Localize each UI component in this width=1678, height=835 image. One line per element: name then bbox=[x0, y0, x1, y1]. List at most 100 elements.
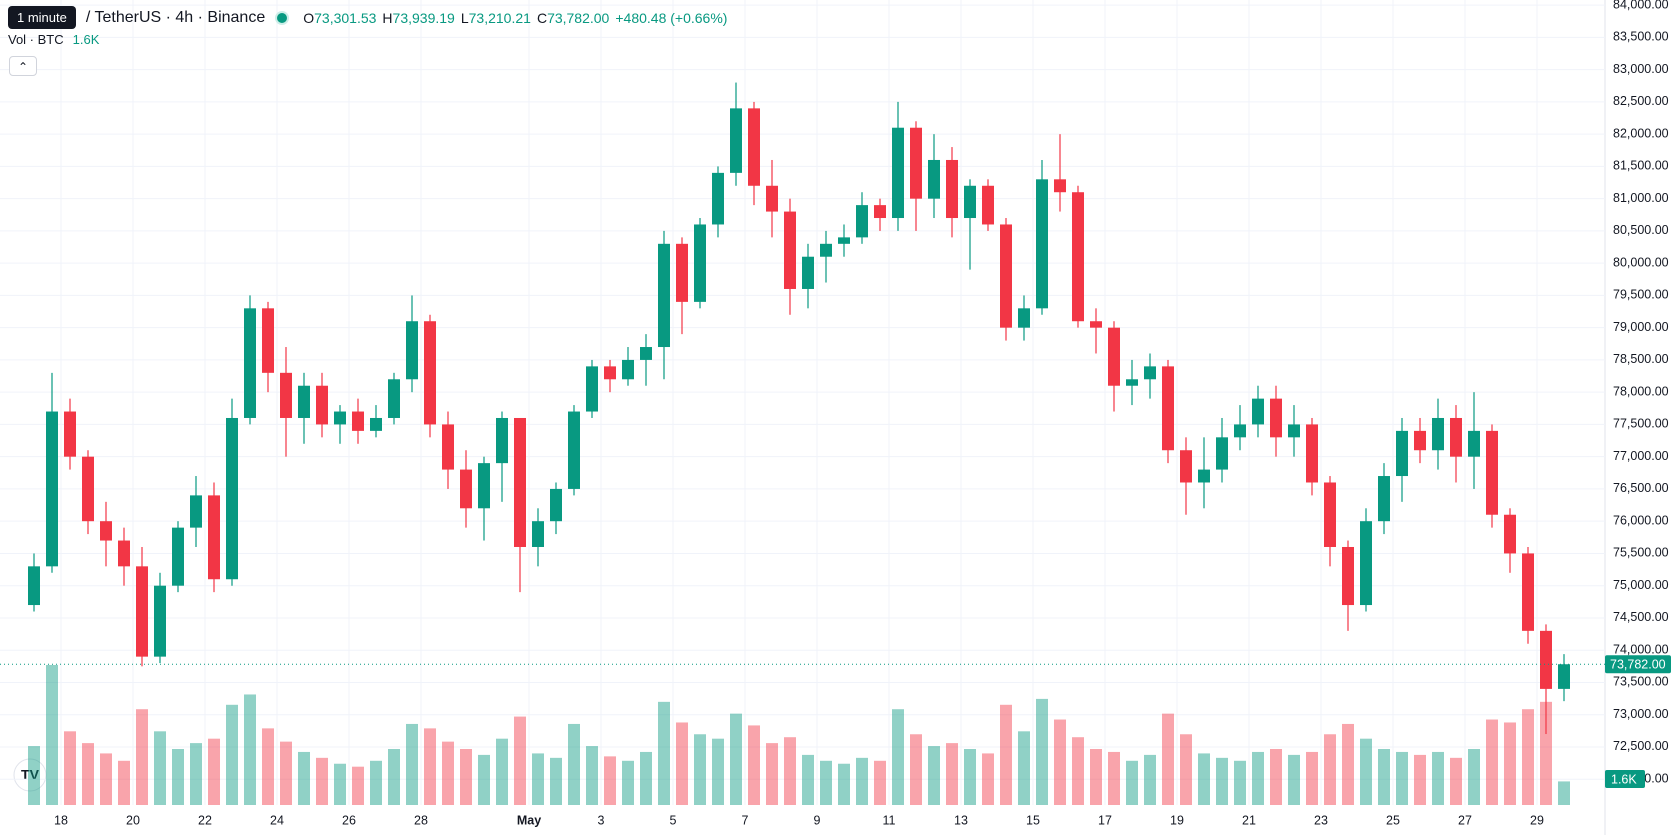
volume-bar bbox=[1288, 754, 1300, 805]
volume-bar bbox=[370, 760, 382, 805]
volume-label-box bbox=[1605, 770, 1645, 788]
collapse-button[interactable]: ⌃ bbox=[9, 56, 37, 76]
volume-bar bbox=[1324, 734, 1336, 805]
volume-bar bbox=[1198, 753, 1210, 805]
y-tick-label: 79,500.00 bbox=[1613, 288, 1669, 302]
volume-bar bbox=[1234, 760, 1246, 805]
candle-body bbox=[226, 417, 238, 580]
volume-bar bbox=[442, 741, 454, 805]
volume-bar bbox=[730, 713, 742, 805]
volume-bar bbox=[1126, 760, 1138, 805]
volume-bar bbox=[622, 760, 634, 805]
candle-body bbox=[100, 521, 112, 541]
candle-body bbox=[514, 417, 526, 547]
candle-body bbox=[298, 385, 310, 418]
candle-body bbox=[874, 205, 886, 219]
volume-bar bbox=[1540, 701, 1552, 805]
y-tick-label: 82,500.00 bbox=[1613, 94, 1669, 108]
candle-body bbox=[1018, 308, 1030, 328]
candle-body bbox=[136, 566, 148, 657]
candle-body bbox=[64, 411, 76, 457]
candle-body bbox=[748, 108, 760, 186]
volume-bar bbox=[1522, 709, 1534, 805]
candle-body bbox=[154, 585, 166, 657]
candle-body bbox=[1216, 437, 1228, 470]
y-tick-label: 75,500.00 bbox=[1613, 546, 1669, 560]
x-tick-label: May bbox=[517, 813, 541, 827]
candle-body bbox=[406, 321, 418, 380]
candle-body bbox=[1342, 546, 1354, 606]
volume-value: 1.6K bbox=[72, 32, 100, 47]
y-tick-label: 84,000.00 bbox=[1613, 0, 1669, 11]
volume-bar bbox=[856, 757, 868, 805]
volume-bar bbox=[64, 731, 76, 805]
candle-body bbox=[928, 159, 940, 199]
candle-body bbox=[1558, 664, 1570, 689]
high-key: H bbox=[382, 9, 393, 26]
volume-bar bbox=[982, 753, 994, 805]
x-tick-label: 23 bbox=[1314, 813, 1328, 827]
high-value: 73,939.19 bbox=[392, 9, 455, 26]
x-tick-label: 7 bbox=[742, 813, 749, 827]
volume-bar bbox=[586, 746, 598, 805]
volume-bar bbox=[1108, 751, 1120, 805]
candle-body bbox=[1450, 417, 1462, 457]
volume-bar bbox=[838, 763, 850, 805]
volume-bar bbox=[1360, 738, 1372, 805]
volume-bar bbox=[298, 751, 310, 805]
candle-body bbox=[1072, 192, 1084, 322]
volume-bar bbox=[496, 738, 508, 805]
volume-bar bbox=[28, 746, 40, 805]
volume-bar bbox=[1018, 731, 1030, 805]
candle-body bbox=[388, 379, 400, 418]
y-tick-label: 73,500.00 bbox=[1613, 675, 1669, 689]
candle-body bbox=[1432, 417, 1444, 451]
open-value: 73,301.53 bbox=[314, 9, 377, 26]
price-label: 73,782.00 bbox=[1610, 658, 1666, 672]
candle-body bbox=[640, 347, 652, 360]
y-tick-label: 74,500.00 bbox=[1613, 610, 1669, 624]
candle-body bbox=[1090, 321, 1102, 328]
candle-body bbox=[1036, 179, 1048, 309]
candle-body bbox=[352, 411, 364, 431]
status-dot bbox=[275, 10, 290, 25]
y-tick-label: 78,500.00 bbox=[1613, 352, 1669, 366]
volume-bar bbox=[1144, 754, 1156, 805]
x-tick-label: 22 bbox=[198, 813, 212, 827]
candle-body bbox=[1306, 424, 1318, 483]
candle-body bbox=[1126, 379, 1138, 386]
volume-bar bbox=[910, 734, 922, 805]
volume-label: 1.6K bbox=[1611, 772, 1637, 786]
y-tick-label: 76,000.00 bbox=[1613, 513, 1669, 527]
volume-bar bbox=[568, 723, 580, 805]
symbol[interactable]: / TetherUS · 4h · Binance bbox=[85, 8, 266, 26]
volume-bar bbox=[874, 760, 886, 805]
volume-bar bbox=[1090, 749, 1102, 805]
candle-body bbox=[946, 159, 958, 219]
candle-body bbox=[550, 488, 562, 522]
candle-body bbox=[316, 385, 328, 425]
candle-body bbox=[1324, 482, 1336, 547]
candle-body bbox=[802, 256, 814, 289]
x-tick-label: 11 bbox=[883, 813, 896, 827]
volume-bar bbox=[532, 753, 544, 805]
candle-body bbox=[910, 127, 922, 199]
candle-body bbox=[892, 127, 904, 219]
candle-body bbox=[586, 366, 598, 412]
candle-body bbox=[1378, 476, 1390, 522]
y-tick-label: 74,000.00 bbox=[1613, 642, 1669, 656]
candle-body bbox=[658, 243, 670, 348]
volume-bar bbox=[1180, 734, 1192, 805]
candle-body bbox=[1054, 179, 1066, 193]
candle-body bbox=[1198, 469, 1210, 483]
volume-bar bbox=[1000, 704, 1012, 805]
volume-bar bbox=[1306, 751, 1318, 805]
volume-bar bbox=[946, 743, 958, 805]
candle-body bbox=[1360, 521, 1372, 606]
volume-bar bbox=[262, 728, 274, 805]
volume-bar bbox=[892, 709, 904, 805]
volume-bar bbox=[1054, 719, 1066, 805]
volume-bar bbox=[334, 763, 346, 805]
y-tick-label: 76,500.00 bbox=[1613, 481, 1669, 495]
